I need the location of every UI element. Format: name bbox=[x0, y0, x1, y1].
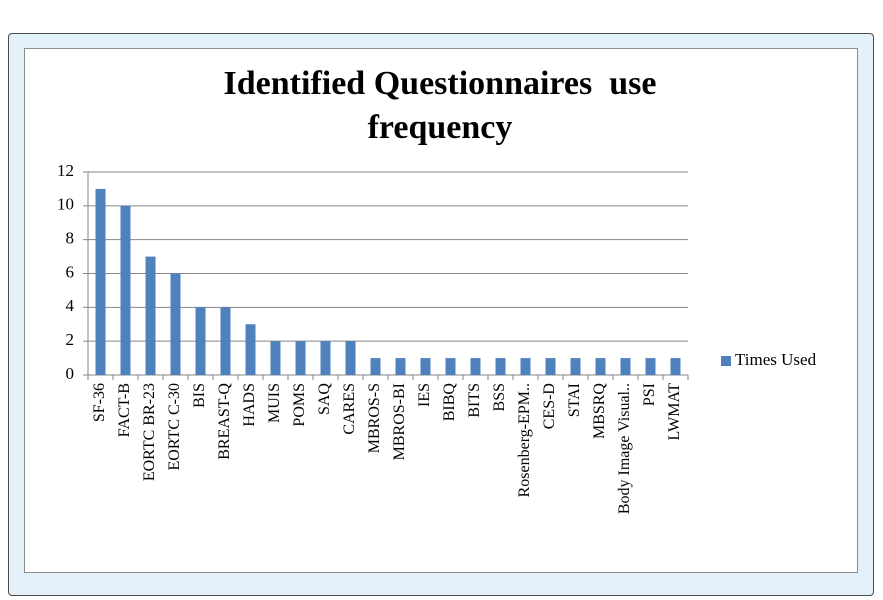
legend-label: Times Used bbox=[735, 350, 817, 369]
x-tick-label: MBROS-S bbox=[366, 383, 383, 453]
x-tick-label: Rosenberg-EPM.. bbox=[516, 383, 533, 497]
x-tick-label: MBROS-BI bbox=[391, 383, 408, 460]
x-tick-label: BIBQ bbox=[441, 383, 458, 422]
x-tick-label: POMS bbox=[291, 383, 308, 427]
bar bbox=[495, 358, 506, 375]
y-tick-label: 0 bbox=[66, 364, 75, 383]
bar bbox=[345, 341, 356, 375]
y-tick-label: 4 bbox=[66, 296, 75, 315]
bar bbox=[645, 358, 656, 375]
x-tick-label: IES bbox=[416, 383, 433, 407]
bar bbox=[245, 324, 256, 375]
bar bbox=[145, 256, 156, 375]
x-tick-label: PSI bbox=[641, 383, 658, 406]
y-tick-label: 10 bbox=[57, 195, 74, 214]
x-tick-label: BREAST-Q bbox=[216, 383, 233, 460]
bar bbox=[170, 273, 181, 375]
bar bbox=[320, 341, 331, 375]
y-tick-label: 6 bbox=[66, 262, 75, 281]
y-tick-label: 2 bbox=[66, 330, 75, 349]
bar bbox=[570, 358, 581, 375]
legend-swatch bbox=[721, 356, 731, 366]
bar bbox=[595, 358, 606, 375]
x-tick-label: SF-36 bbox=[91, 383, 108, 422]
bar bbox=[620, 358, 631, 375]
bar bbox=[295, 341, 306, 375]
x-tick-label: CARES bbox=[341, 383, 358, 435]
chart-title: Identified Questionnaires use frequency bbox=[223, 65, 665, 146]
x-tick-label: LWMAT bbox=[666, 383, 683, 441]
x-tick-label: BITS bbox=[466, 383, 483, 418]
bar bbox=[195, 307, 206, 375]
bar bbox=[95, 188, 106, 375]
x-tick-label: MUIS bbox=[266, 383, 283, 423]
bar bbox=[395, 358, 406, 375]
x-tick-label: STAI bbox=[566, 383, 583, 417]
bar bbox=[470, 358, 481, 375]
bar bbox=[270, 341, 281, 375]
x-tick-label: EORTC C-30 bbox=[166, 383, 183, 470]
bar bbox=[220, 307, 231, 375]
bar bbox=[420, 358, 431, 375]
bar bbox=[445, 358, 456, 375]
bar bbox=[120, 205, 131, 375]
bar bbox=[370, 358, 381, 375]
chart-area bbox=[24, 48, 858, 573]
x-tick-label: BSS bbox=[491, 383, 508, 411]
x-tick-label: FACT-B bbox=[116, 383, 133, 437]
x-tick-label: MBSRQ bbox=[591, 383, 608, 439]
y-tick-label: 12 bbox=[57, 161, 74, 180]
bar bbox=[520, 358, 531, 375]
y-tick-label: 8 bbox=[66, 229, 75, 248]
bar bbox=[670, 358, 681, 375]
x-tick-label: HADS bbox=[241, 383, 258, 427]
bar bbox=[545, 358, 556, 375]
x-tick-label: BIS bbox=[191, 383, 208, 408]
x-tick-label: EORTC BR-23 bbox=[141, 383, 158, 481]
x-tick-label: CES-D bbox=[541, 383, 558, 429]
x-tick-label: Body Image Visual.. bbox=[616, 383, 633, 514]
x-tick-label: SAQ bbox=[316, 383, 333, 415]
